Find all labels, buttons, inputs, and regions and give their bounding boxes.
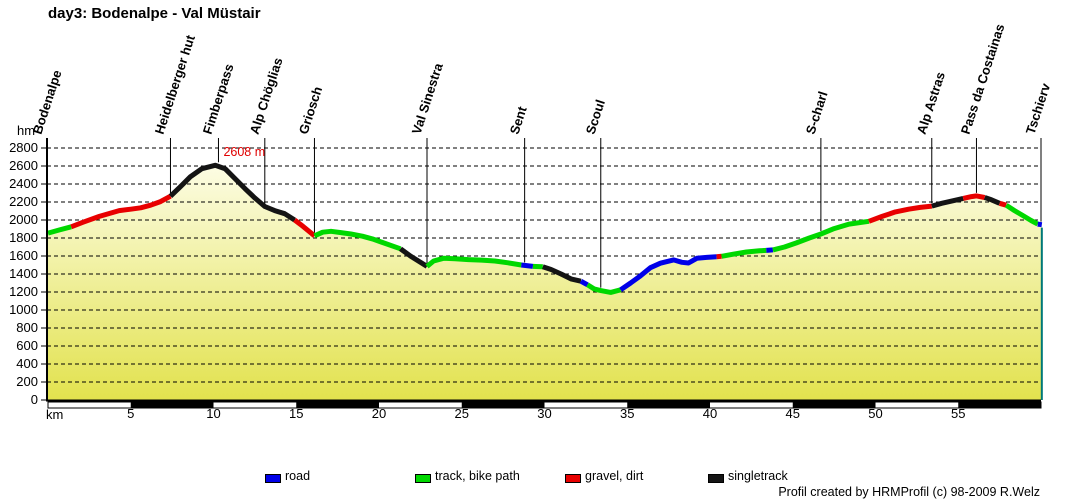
profile-segment-track (586, 282, 622, 295)
x-tick-label-5: 5 (127, 406, 135, 421)
profile-area-fill (48, 165, 1042, 400)
km-scale-bar-black-segment (296, 402, 379, 408)
km-scale-bar-black-segment (958, 402, 1041, 408)
x-tick-label-30: 30 (537, 406, 552, 421)
legend-swatch-track (415, 474, 431, 483)
legend-swatch-road (265, 474, 281, 483)
profile-segment-singletrack (542, 264, 582, 284)
y-tick-label-1200: 1200 (9, 284, 38, 299)
y-tick-label-2400: 2400 (9, 176, 38, 191)
y-tick-label-2800: 2800 (9, 140, 38, 155)
profile-segment-track (721, 247, 767, 259)
x-tick-label-50: 50 (868, 406, 883, 421)
y-tick-label-1600: 1600 (9, 248, 38, 263)
km-scale-bar-black-segment (130, 402, 214, 408)
profile-segment-singletrack (399, 246, 429, 269)
profile-segment-road (766, 247, 774, 253)
profile-segment-track (772, 218, 870, 253)
x-tick-label-15: 15 (289, 406, 304, 421)
legend-swatch-singletrack (708, 474, 724, 483)
y-tick-label-1000: 1000 (9, 302, 38, 317)
y-tick-label-800: 800 (16, 320, 38, 335)
legend-label-road: road (285, 469, 311, 483)
y-tick-label-2600: 2600 (9, 158, 38, 173)
x-tick-label-25: 25 (454, 406, 469, 421)
legend-label-gravel: gravel, dirt (585, 469, 644, 483)
profile-segment-track (1004, 203, 1039, 227)
profile-segment-gravel (70, 194, 172, 230)
y-tick-label-200: 200 (16, 374, 38, 389)
profile-segment-gravel (998, 200, 1007, 208)
x-axis-unit-label: km (46, 407, 64, 422)
legend-label-track: track, bike path (435, 469, 520, 483)
profile-segment-singletrack (168, 162, 296, 223)
y-tick-label-2000: 2000 (9, 212, 38, 227)
y-tick-label-1800: 1800 (9, 230, 38, 245)
y-tick-label-400: 400 (16, 356, 38, 371)
profile-segment-singletrack (931, 195, 964, 209)
profile-segment-track (47, 224, 72, 236)
profile-segment-road (521, 262, 534, 269)
y-tick-label-600: 600 (16, 338, 38, 353)
profile-segment-track (425, 255, 522, 269)
x-tick-label-40: 40 (702, 406, 718, 421)
credit-text: Profil created by HRMProfil (c) 98-2009 … (778, 485, 1040, 499)
x-tick-label-35: 35 (620, 406, 635, 421)
km-scale-bar-black-segment (627, 402, 710, 408)
y-axis-unit-label: hm (17, 123, 36, 138)
x-tick-label-20: 20 (371, 406, 387, 421)
profile-segment-singletrack (983, 195, 1001, 206)
y-tick-label-1400: 1400 (9, 266, 38, 281)
y-tick-label-0: 0 (30, 392, 38, 407)
peak-elevation-annotation: 2608 m (223, 145, 266, 159)
legend-label-singletrack: singletrack (728, 469, 788, 483)
profile-segment-track (313, 228, 402, 252)
x-tick-label-45: 45 (785, 406, 800, 421)
profile-segment-road (619, 254, 717, 292)
km-scale-bar-black-segment (461, 402, 545, 408)
profile-segment-road (579, 279, 589, 287)
x-tick-label-55: 55 (951, 406, 966, 421)
chart-title: day3: Bodenalpe - Val Müstair (48, 5, 261, 22)
profile-segment-gravel (868, 203, 933, 224)
profile-segment-gravel (962, 193, 986, 201)
profile-segment-gravel (293, 218, 317, 238)
x-tick-label-10: 10 (206, 406, 221, 421)
profile-segment-road (1037, 221, 1043, 228)
y-tick-label-2200: 2200 (9, 194, 38, 209)
legend-swatch-gravel (565, 474, 581, 483)
km-scale-bar-black-segment (792, 402, 876, 408)
